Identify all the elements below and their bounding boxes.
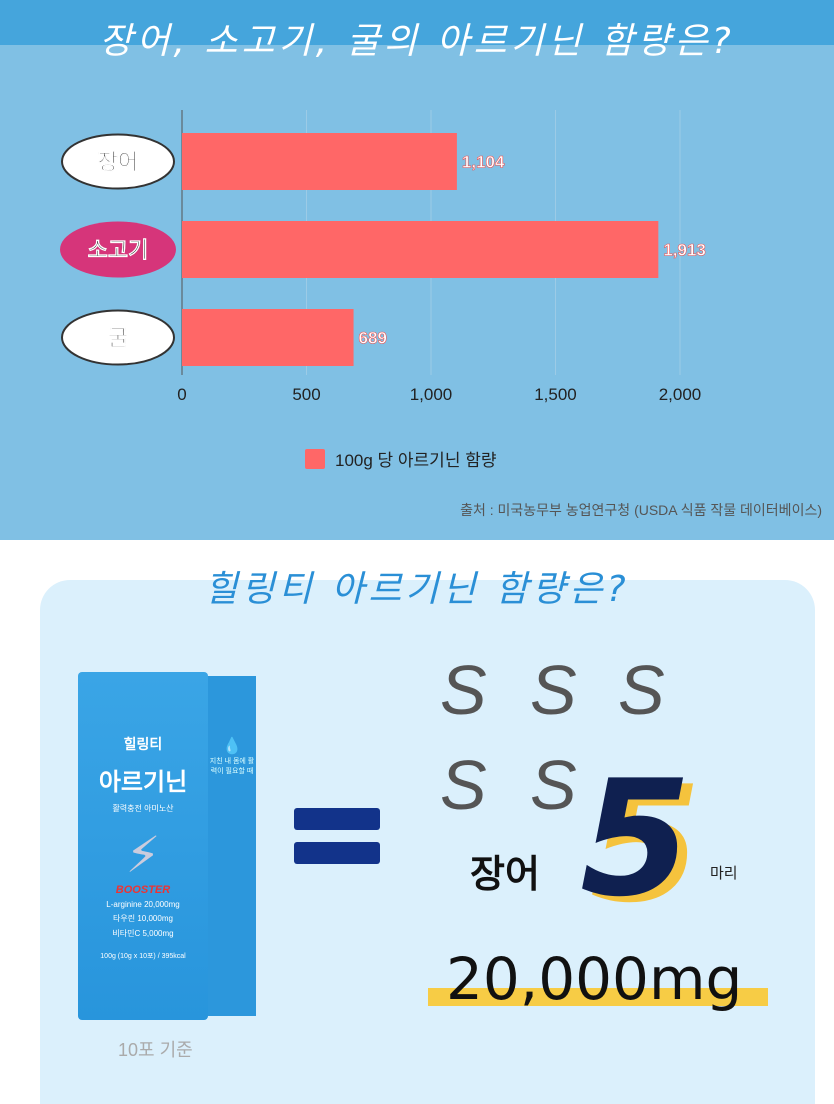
title-band <box>0 0 834 45</box>
category-label: 굴 <box>108 326 128 351</box>
product-name: 아르기닌 <box>98 769 188 796</box>
product-brand: 힐링티 <box>123 736 163 752</box>
cow-icon <box>60 221 176 278</box>
side-text: 지친 내 몸에 활력이 필요할 때 <box>209 758 255 775</box>
x-tick-label: 0 <box>177 385 186 404</box>
bar <box>182 221 659 278</box>
highlight <box>428 988 768 1006</box>
bar-chart: 0 500 1,000 1,500 2,000 1,104 장어 1,913 소고기 689 굴 <box>60 110 706 404</box>
product-box-side: 💧 지친 내 몸에 활력이 필요할 때 <box>208 676 256 1016</box>
booster-label: BOOSTER <box>115 884 171 896</box>
legend-label: 100g 당 아르기닌 함량 <box>335 451 497 470</box>
product-tagline: 활력충전 아미노산 <box>112 804 174 813</box>
category-icon <box>61 309 175 366</box>
product-box: 힐링티 아르기닌 활력충전 아미노산 ⚡ BOOSTER L-arginine … <box>78 672 208 1020</box>
eel-count: 5 <box>580 745 692 932</box>
eel-icon: S <box>618 651 665 729</box>
equals-bar-top <box>294 808 380 830</box>
x-tick-label: 1,500 <box>534 385 577 404</box>
drop-icon: 💧 <box>222 738 242 755</box>
data-label: 1,913 <box>663 241 706 260</box>
chart-legend: 100g 당 아르기닌 함량 <box>305 446 496 471</box>
section-title: 힐링티 아르기닌 함량은? <box>204 569 630 610</box>
data-label: 689 <box>359 329 387 348</box>
spec-1: L-arginine 20,000mg <box>106 900 180 909</box>
net-weight: 100g (10g x 10포) / 395kcal <box>100 953 186 960</box>
source-note: 출처 : 미국농무부 농업연구청 (USDA 식품 작물 데이터베이스) <box>460 502 822 518</box>
category-label: 소고기 <box>88 238 149 263</box>
spec-3: 비타민C 5,000mg <box>112 929 174 938</box>
caption: 10포 기준 <box>118 1040 193 1060</box>
bar <box>182 309 354 366</box>
bar <box>182 133 457 190</box>
data-label: 1,104 <box>462 153 505 172</box>
amount: 20,000mg <box>446 945 743 1013</box>
eel-icon: S <box>440 651 487 729</box>
x-tick-label: 1,000 <box>410 385 453 404</box>
category-icon <box>61 133 175 190</box>
count-unit: 마리 <box>710 865 738 882</box>
eel-label: 장어 <box>470 854 540 896</box>
equals-bar-bottom <box>294 842 380 864</box>
x-tick-label: 2,000 <box>659 385 702 404</box>
x-tick-label: 500 <box>292 385 320 404</box>
page-title: 장어, 소고기, 굴의 아르기닌 함량은? <box>99 21 735 62</box>
category-label: 장어 <box>98 150 138 175</box>
eel-icon: S <box>530 651 577 729</box>
chart-section: 장어, 소고기, 굴의 아르기닌 함량은? 0 500 1,000 1,500 2,00… <box>0 0 834 540</box>
eel-icon: S <box>530 746 577 824</box>
lightning-icon: ⚡ <box>125 827 161 883</box>
eel-icon: S <box>440 746 487 824</box>
spec-2: 타우린 10,000mg <box>113 914 173 923</box>
legend-swatch <box>305 448 325 469</box>
